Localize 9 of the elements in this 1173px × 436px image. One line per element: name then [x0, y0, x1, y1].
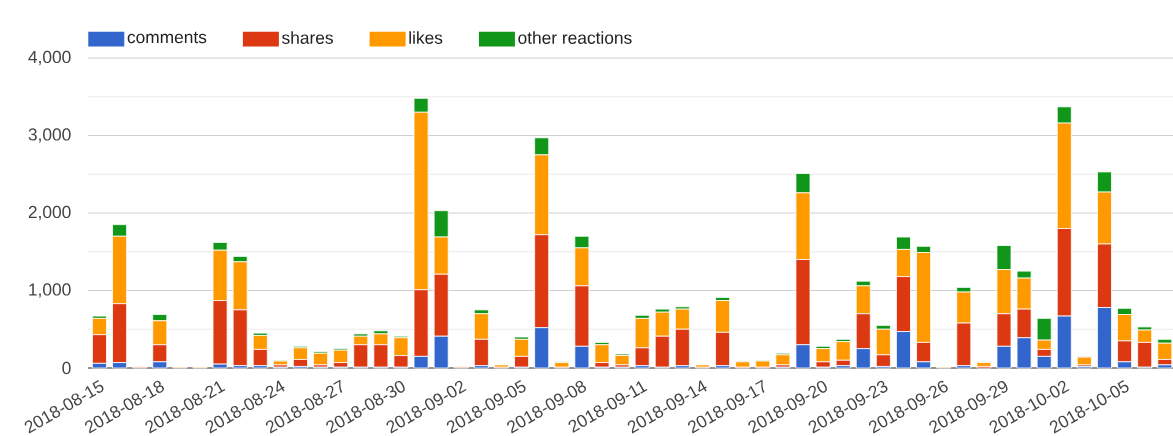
legend-label: likes — [409, 31, 443, 44]
y-tick-label: 2,000 — [28, 205, 71, 221]
y-tick-label: 4,000 — [28, 50, 71, 66]
y-tick-label: 1,000 — [29, 283, 71, 298]
legend-label: comments — [127, 31, 207, 44]
y-tick-label: 3,000 — [28, 128, 71, 143]
legend-label: other reactions — [518, 31, 632, 44]
legend-label: shares — [282, 31, 333, 44]
y-tick-label: 0 — [62, 361, 71, 375]
